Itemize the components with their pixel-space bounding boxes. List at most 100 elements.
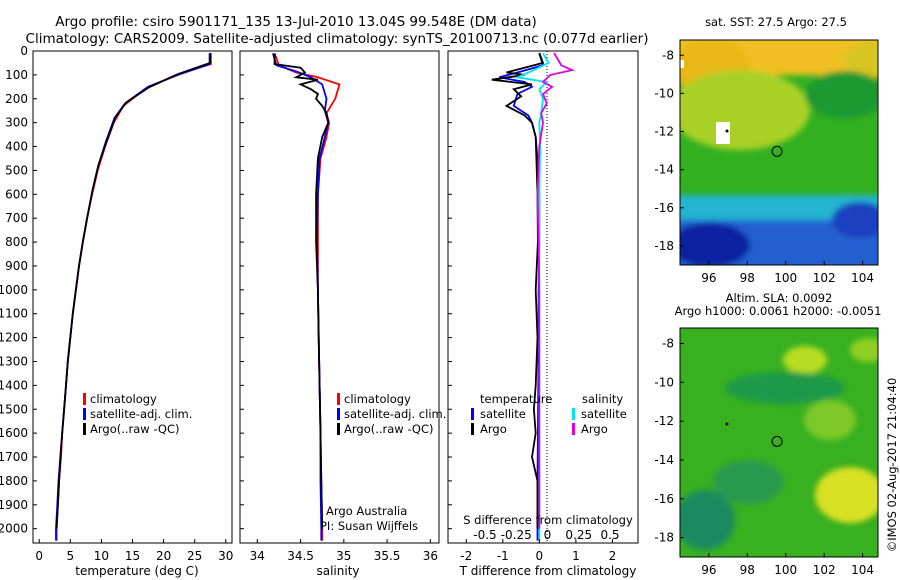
series-line-argo [55,52,212,529]
sst-cool-eddy [805,71,878,119]
temperature-xlabel: temperature (deg C) [75,564,198,578]
t-difference-label: T difference from climatology [459,564,637,578]
y-tick-label: 1500 [0,402,28,416]
map-x-tick-label: 102 [813,563,836,577]
temperature-frame [32,50,233,544]
x-tick-label: 34.5 [287,549,314,563]
y-tick-label: 200 [5,92,28,106]
map-x-tick-label: 100 [774,563,797,577]
sst-map-frame [679,39,879,266]
sst-map-panel: sat. SST: 27.5 Argo: 27.5 96 98 100 102 104 -… [654,15,879,285]
salinity-legend: climatology satellite-adj. clim. Argo(..… [337,392,446,436]
map-y-tick-label: -8 [662,337,674,351]
x-tick-label-s: -0.5 [473,528,496,542]
y-tick-label: 400 [5,140,28,154]
y-tick-label: 300 [5,116,28,130]
difference-legend: temperature satellite Argo salinity sate… [471,392,627,436]
legend-swatch-argo [337,423,340,435]
legend-swatch-satellite [337,408,340,420]
x-tick-label: 5 [66,549,74,563]
y-tick-label: 0 [20,44,28,58]
sla-map-panel: Altim. SLA: 0.0092 Argo h1000: 0.0061 h2… [654,291,881,577]
x-tick-label: 0 [536,549,544,563]
series-line-t-argo [491,52,545,529]
map-x-tick-label: 102 [813,271,836,285]
map-y-tick-label: -14 [654,453,674,467]
figure-title-line2: Climatology: CARS2009. Satellite-adjuste… [26,31,649,47]
map-y-tick-label: -16 [654,201,674,215]
sst-missing-data-west [680,60,684,68]
s-difference-label: S difference from climatology [463,513,633,527]
sla-mid-patch-ne [850,338,878,362]
x-tick-label: 34 [250,549,265,563]
x-tick-label: 0 [35,549,43,563]
series-line-climatology [55,53,212,541]
series-line-climatology [273,53,341,541]
sst-coldest-patch [680,223,750,265]
salinity-axes: 34 34.5 35 35.5 36 [240,50,438,563]
salinity-frame [239,50,440,544]
series-line-satellite [55,53,211,541]
x-tick-label: -2 [460,549,472,563]
x-tick-label-s: -0.25 [501,528,532,542]
legend-label-s-argo: Argo [581,422,608,436]
map-y-tick-label: -12 [654,125,674,139]
difference-frame [447,50,639,544]
y-tick-label: 700 [5,211,28,225]
map-y-tick-label: -10 [654,86,674,100]
x-tick-label-s: 0 [544,528,552,542]
y-tick-label: 600 [5,187,28,201]
legend-swatch-t-satellite [471,408,474,420]
annotation-argo-australia: Argo Australia [326,504,407,518]
temperature-series [55,52,212,541]
map-x-tick-label: 96 [701,563,716,577]
sst-argo-position-marker [771,145,783,157]
x-tick-label: 20 [156,549,171,563]
sla-low-patch [713,460,783,504]
sst-map-axes: 96 98 100 102 104 -8 -10 -12 -14 -16 -18 [654,48,874,285]
legend-title-temperature: temperature [480,392,552,406]
x-tick-label: 35.5 [374,549,401,563]
sst-float-track-dot [725,129,729,133]
x-tick-label-s: 0.5 [600,528,619,542]
temperature-axes: 0 5 10 15 20 25 300100200300400500600700800900… [0,44,233,563]
x-tick-label-s: 0.25 [565,528,592,542]
sla-low-band [725,372,845,404]
map-y-tick-label: -18 [654,531,674,545]
sst-transition-zone [680,70,810,150]
salinity-series [272,53,341,541]
map-x-tick-label: 104 [851,563,874,577]
map-x-tick-label: 98 [740,563,755,577]
sst-missing-data [716,122,730,144]
y-tick-label: 900 [5,259,28,273]
x-tick-label: 2 [609,549,617,563]
map-x-tick-label: 100 [774,271,797,285]
legend-swatch-argo [83,423,86,435]
x-tick-label: 35 [336,549,351,563]
x-tick-label: 30 [218,549,233,563]
y-tick-label: 1700 [0,450,28,464]
y-tick-label: 1800 [0,474,28,488]
salinity-panel: 34 34.5 35 35.5 36 salinity climatology sate… [239,50,446,578]
map-y-tick-label: -16 [654,492,674,506]
legend-label-s-satellite: satellite [581,407,627,421]
temperature-legend: climatology satellite-adj. clim. Argo(..… [83,392,192,436]
y-tick-label: 1100 [0,307,28,321]
annotation-pi: PI: Susan Wijffels [320,519,418,533]
sla-map-image [680,328,878,557]
map-y-tick-label: -14 [654,163,674,177]
sla-map-frame [679,327,879,558]
map-x-tick-label: 96 [701,271,716,285]
legend-swatch-climatology [83,393,86,405]
map-y-tick-label: -12 [654,414,674,428]
y-tick-label: 100 [5,68,28,82]
map-y-tick-label: -10 [654,375,674,389]
sla-mid-patch [804,400,856,440]
y-tick-label: 1900 [0,498,28,512]
sst-map-image [680,40,878,265]
y-tick-label: 1400 [0,378,28,392]
legend-label-argo: Argo(..raw -QC) [90,422,180,436]
difference-panel: -2 -1 0 1 2 -0.5 -0.25 0 0.25 0.5 S difference fr… [447,50,639,578]
legend-title-salinity: salinity [582,392,623,406]
